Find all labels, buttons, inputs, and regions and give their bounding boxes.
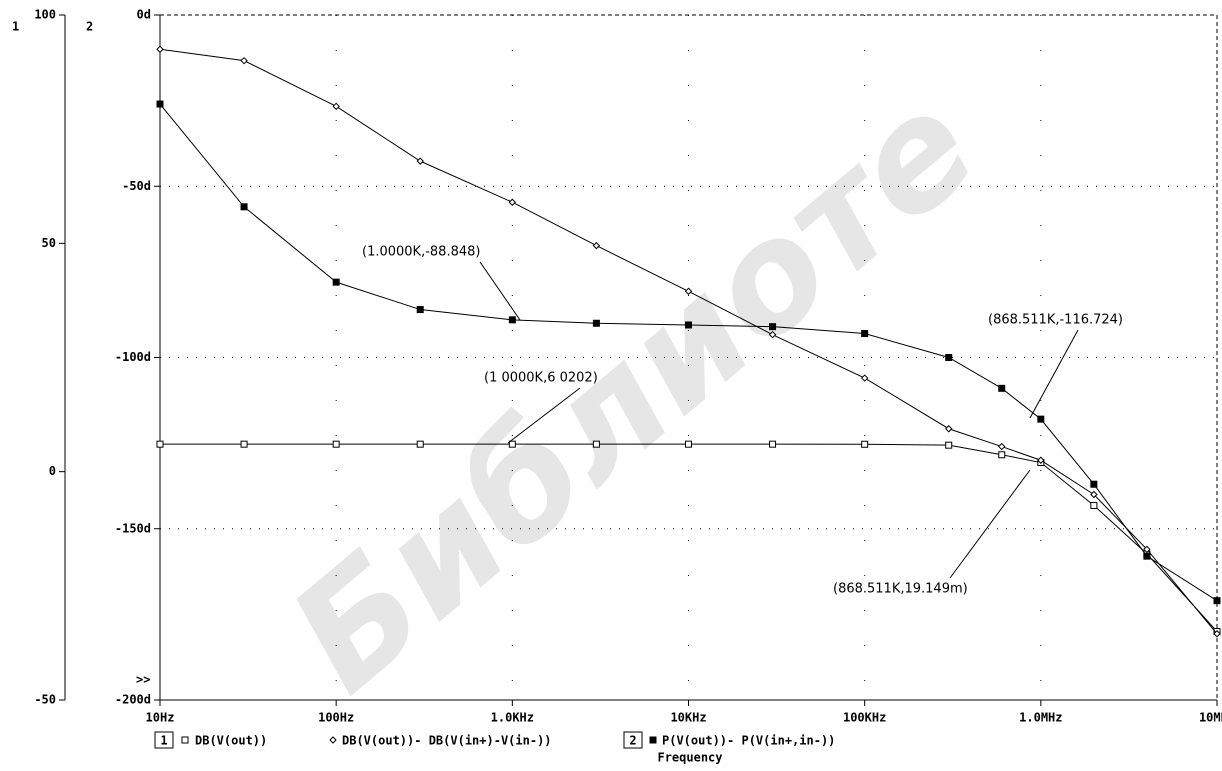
annotation: (1.0000K,-88.848) (362, 245, 480, 260)
data-point (1090, 480, 1098, 488)
data-point (1037, 456, 1045, 464)
data-point (592, 319, 600, 327)
data-point (1213, 630, 1221, 638)
data-point (181, 736, 189, 744)
y-tick-label: 0 (49, 464, 56, 478)
legend-label: DB(V(out)) (195, 734, 267, 748)
legend-label: DB(V(out))- DB(V(in+)-V(in-)) (342, 734, 552, 748)
data-point (1143, 545, 1151, 554)
data-point (861, 330, 869, 338)
y2-tick-label: 0d (137, 8, 151, 22)
data-point (240, 56, 248, 65)
data-point (945, 425, 953, 433)
x-tick-label: 1.0KHz (491, 711, 534, 725)
data-point (156, 440, 164, 448)
data-point (332, 102, 340, 111)
y-tick-label: 50 (42, 236, 56, 250)
data-point (998, 384, 1006, 392)
y-tick-label: 100 (34, 8, 56, 22)
data-point (1143, 552, 1151, 560)
data-point (332, 440, 340, 448)
axis-name: 1 (12, 20, 19, 34)
annotation: (868.511K,-116.724) (988, 313, 1123, 328)
annotation: (1 0000K,6 0202) (484, 371, 598, 386)
data-point (332, 278, 340, 286)
data-point (156, 100, 164, 108)
axis-name: 2 (86, 20, 93, 34)
x-tick-label: 10MHz (1199, 711, 1222, 725)
data-point (998, 442, 1006, 451)
x-tick-label: 10KHz (670, 711, 706, 725)
data-point (508, 198, 517, 206)
y-tick-label: -50 (34, 693, 56, 707)
data-point (156, 45, 164, 53)
data-point (240, 440, 248, 448)
data-point (769, 440, 777, 448)
x-axis-label: Frequency (657, 751, 722, 765)
data-point (860, 374, 869, 382)
data-point (685, 321, 692, 329)
x-tick-label: 10Hz (146, 711, 175, 725)
legend-axis-name: 1 (160, 734, 167, 748)
annotation-leader (1029, 329, 1079, 419)
data-point (240, 203, 248, 211)
data-point (1037, 415, 1045, 423)
data-point (508, 316, 516, 324)
data-point (1090, 490, 1098, 499)
annotation: (868.511K,19.149m) (833, 582, 968, 597)
y2-tick-label: -50d (122, 179, 151, 193)
data-point (861, 440, 869, 448)
y2-tick-label: -100d (115, 350, 151, 364)
y2-tick-label: -150d (115, 521, 151, 535)
legend-axis-box (154, 731, 174, 749)
data-point (329, 736, 337, 744)
watermark: Библиоте (259, 59, 1007, 726)
x-tick-label: 100KHz (843, 711, 886, 725)
annotation-leader (479, 261, 521, 321)
data-point (416, 157, 424, 165)
data-point (416, 440, 424, 448)
legend-label: P(V(out))- P(V(in+,in-)) (662, 734, 835, 748)
data-point (945, 441, 953, 449)
x-tick-label: 1.0MHz (1019, 711, 1062, 725)
data-point (685, 440, 692, 448)
annotation-leader (949, 469, 1031, 579)
legend-axis-box (623, 731, 643, 749)
data-point (769, 323, 777, 331)
y2-tick-label: -200d (115, 693, 151, 707)
data-point (649, 736, 657, 744)
legend-axis-name: 2 (629, 734, 636, 748)
annotation-leader (507, 387, 581, 444)
data-point (768, 330, 777, 339)
data-point (508, 440, 516, 448)
data-point (998, 451, 1006, 459)
data-point (1090, 501, 1098, 509)
more-marker: >> (136, 673, 150, 687)
data-point (684, 287, 693, 295)
data-point (592, 440, 600, 448)
data-point (416, 306, 424, 314)
data-point (1213, 597, 1221, 605)
data-point (592, 241, 601, 250)
data-point (945, 354, 953, 361)
x-tick-label: 100Hz (318, 711, 354, 725)
